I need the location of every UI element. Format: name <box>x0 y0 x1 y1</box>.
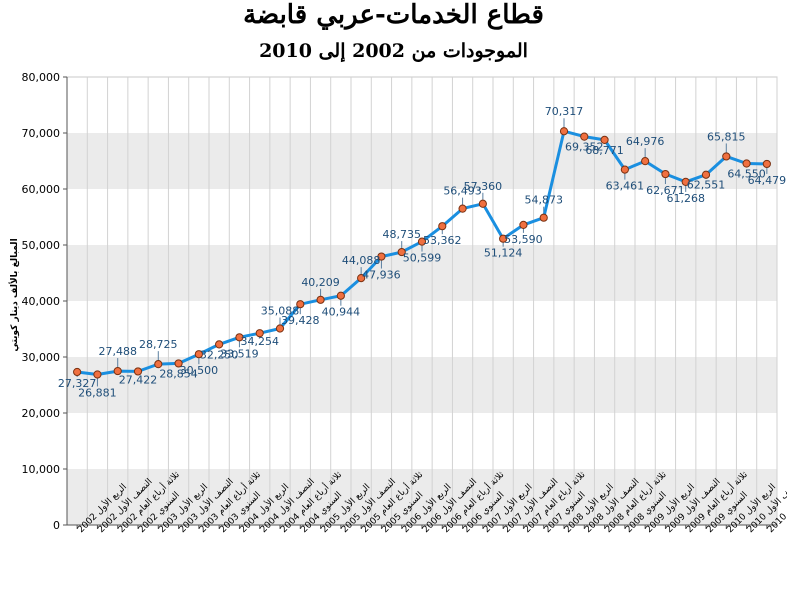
background-bands <box>66 76 778 526</box>
data-label: 27,422 <box>119 373 158 386</box>
data-label: 28,725 <box>139 338 178 351</box>
data-label: 47,936 <box>362 269 401 282</box>
data-point <box>316 295 325 304</box>
y-tick-label: 0 <box>53 519 60 532</box>
data-label: 32,250 <box>200 348 239 361</box>
data-point <box>499 234 508 243</box>
data-point <box>762 159 771 169</box>
data-label: 57,360 <box>464 180 503 193</box>
data-point <box>559 127 569 136</box>
data-point <box>113 366 122 376</box>
data-label: 33,519 <box>220 347 259 360</box>
grid-band <box>67 133 777 189</box>
data-point <box>235 333 244 342</box>
data-label: 30,500 <box>180 364 219 377</box>
data-point <box>438 222 447 231</box>
data-label: 69,352 <box>565 141 604 154</box>
data-point <box>93 370 102 379</box>
data-label: 68,771 <box>585 144 624 157</box>
data-label: 64,479 <box>748 174 787 187</box>
data-label: 64,550 <box>727 168 766 181</box>
y-tick-label: 20,000 <box>22 407 61 420</box>
data-point <box>73 367 82 377</box>
data-point <box>681 177 690 186</box>
data-label: 39,428 <box>281 314 320 327</box>
y-tick-label: 10,000 <box>22 463 61 476</box>
data-point <box>377 252 386 261</box>
data-point <box>722 152 731 161</box>
data-label: 64,976 <box>626 135 665 148</box>
data-label: 44,088 <box>342 254 381 267</box>
data-point <box>600 135 609 144</box>
data-point <box>539 213 548 222</box>
data-point <box>133 367 143 376</box>
grid-band <box>67 469 777 525</box>
data-label: 63,461 <box>606 180 645 193</box>
data-point <box>275 324 285 333</box>
data-label: 28,854 <box>159 367 198 380</box>
data-label: 70,317 <box>545 105 584 118</box>
data-label: 62,551 <box>687 179 726 192</box>
data-point <box>357 274 366 283</box>
y-tick-label: 40,000 <box>22 295 61 308</box>
grid-band <box>67 245 777 301</box>
chart-subtitle: الموجودات من 2002 إلى 2010 <box>259 40 528 62</box>
data-label: 62,671 <box>646 184 685 197</box>
grid-band <box>67 189 777 245</box>
data-label: 65,815 <box>707 130 746 143</box>
grid-band <box>67 301 777 357</box>
data-label: 48,735 <box>382 228 421 241</box>
y-tick-label: 60,000 <box>22 183 61 196</box>
data-label: 53,590 <box>504 233 543 246</box>
data-label: 53,362 <box>423 234 462 247</box>
data-point <box>174 359 183 368</box>
data-point <box>580 132 589 141</box>
data-point <box>519 220 528 229</box>
grid-band <box>67 357 777 413</box>
y-tick-label: 80,000 <box>22 71 61 84</box>
data-label: 40,209 <box>301 276 340 289</box>
data-point <box>641 157 650 166</box>
data-label: 26,881 <box>78 386 117 399</box>
data-point <box>620 165 629 174</box>
data-label: 61,268 <box>666 192 705 205</box>
data-label: 27,488 <box>98 345 137 358</box>
data-label: 40,944 <box>322 306 361 319</box>
data-point <box>215 340 224 349</box>
data-point <box>478 199 487 208</box>
y-tick-label: 70,000 <box>22 127 61 140</box>
data-point <box>458 204 467 213</box>
data-label: 56,493 <box>443 185 482 198</box>
data-point <box>397 247 406 257</box>
vertical-gridlines <box>66 77 778 526</box>
data-label: 35,088 <box>261 305 300 318</box>
data-point <box>154 360 163 369</box>
data-point <box>194 350 203 359</box>
y-axis-ticks: 0 10,000 20,000 30,000 40,000 50,000 60,000 70,… <box>22 71 67 532</box>
grid-band <box>67 77 777 133</box>
chart-title: قطاع الخدمات-عربي قابضة <box>243 0 544 30</box>
data-point <box>336 291 345 300</box>
data-point <box>417 237 427 246</box>
data-label: 34,254 <box>240 335 279 348</box>
data-point <box>742 159 751 168</box>
data-label: 51,124 <box>484 247 523 260</box>
data-label: 50,599 <box>403 252 442 265</box>
data-label: 27,327 <box>58 377 97 390</box>
data-points <box>73 127 771 379</box>
data-point <box>661 169 670 179</box>
data-point <box>701 170 711 179</box>
data-label: 54,873 <box>524 194 563 207</box>
y-tick-label: 50,000 <box>22 239 61 252</box>
data-point <box>255 329 264 338</box>
data-point <box>296 300 305 309</box>
grid-band <box>67 413 777 469</box>
y-tick-label: 30,000 <box>22 351 61 364</box>
